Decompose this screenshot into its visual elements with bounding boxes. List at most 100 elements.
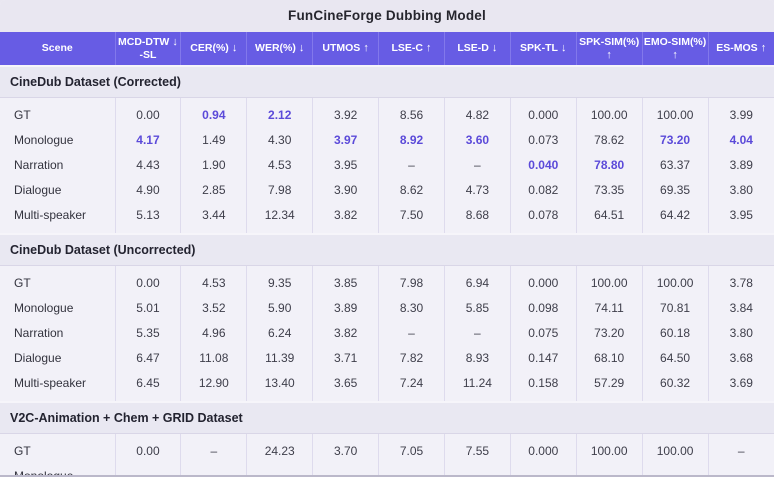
metric-value: 11.24 [443,371,511,402]
metric-value: 9.96 [443,464,511,475]
column-header-wer: WER(%) ↓ [246,32,313,66]
section-header-group: V2C-Animation + Chem + GRID Dataset [0,401,774,434]
column-header-label: CER(%) [190,42,229,55]
metric-value: 4.04 [707,128,774,153]
up-arrow-icon: ↑ [360,42,369,55]
table-row: Dialogue 6.47 11.08 11.39 3.71 7.82 8.93 0.147 6… [0,346,774,371]
metric-value: 12.90 [180,371,247,402]
metric-value: 3.95 [312,153,379,178]
metric-value: 0.000 [509,433,577,464]
metric-value: 64.50 [641,346,709,371]
metric-value: 11.39 [246,346,313,371]
metric-value: 100.00 [641,97,709,128]
metric-value: 8.30 [378,296,445,321]
column-header-mcd-dtw-sl: MCD-DTW ↓ -SL [114,32,181,66]
up-arrow-icon: ↑ [606,48,612,61]
metric-value: 9.35 [246,265,313,296]
metric-value: 0.000 [509,265,577,296]
metric-value: 3.44 [180,203,247,234]
section-title: CineDub Dataset (Uncorrected) [0,233,774,266]
metric-value: 1.49 [180,128,247,153]
metric-value: 4.53 [246,153,313,178]
metric-value: 13.40 [246,371,313,402]
metric-value: 8.46 [246,464,313,475]
metric-value: 8.92 [378,128,445,153]
column-header-scene: Scene [0,32,115,66]
metric-value: 73.35 [575,178,643,203]
metric-value: 3.82 [312,321,379,346]
metric-value: 73.20 [575,321,643,346]
metric-value: 63.37 [641,153,709,178]
metric-value: 8.62 [378,178,445,203]
metric-value: 3.65 [312,371,379,402]
metric-value: – [378,321,445,346]
metric-value: 3.85 [312,265,379,296]
metric-value: 3.89 [312,296,379,321]
metric-value: 3.82 [312,203,379,234]
scene-label: Dialogue [0,178,115,203]
metric-value: – [180,433,247,464]
metric-value: 0.000 [509,97,577,128]
metric-value: 7.05 [378,433,445,464]
scene-label: GT [0,265,115,296]
metric-value: 7.55 [443,433,511,464]
section-header-row: V2C-Animation + Chem + GRID Dataset [0,401,774,434]
metric-value: 3.95 [707,203,774,234]
column-header-emo-sim: EMO-SIM(%) ↑ [641,32,709,66]
metric-value: 4.30 [246,128,313,153]
metric-value: 78.80 [575,153,643,178]
metric-value: – [707,433,774,464]
metric-value: 73.20 [641,128,709,153]
column-header-utmos: UTMOS ↑ [312,32,379,66]
metric-value: 0.223 [509,464,577,475]
metric-value: 100.00 [641,265,709,296]
metric-value: 4.82 [443,97,511,128]
table-row: Narration 5.35 4.96 6.24 3.82– –0.075 73.20 60.… [0,321,774,346]
metric-value: 69.35 [641,178,709,203]
column-header-lse-d: LSE-D ↓ [443,32,511,66]
metric-value: 0.00 [114,433,181,464]
section-header-group: CineDub Dataset (Uncorrected) [0,233,774,266]
metric-value: 64.51 [575,203,643,234]
metric-value: 3.78 [707,265,774,296]
scene-label: Narration [0,153,115,178]
table-row: Monologue 5.01 3.52 5.90 3.89 8.30 5.85 0.098 74… [0,296,774,321]
down-arrow-icon: ↓ [228,42,238,55]
metric-value: 4.53 [180,265,247,296]
metric-value: 70.81 [641,296,709,321]
scene-label: Monologue [0,296,115,321]
metric-value: 3.71 [312,346,379,371]
metric-value: – [378,153,445,178]
metric-value: 12.34 [246,203,313,234]
metric-value: 3.52 [180,296,247,321]
column-header-spk-sim: SPK-SIM(%) ↑ [575,32,643,66]
metric-value: 4.90 [114,178,181,203]
metric-value: 0.94 [180,97,247,128]
metric-value: 78.62 [575,128,643,153]
metric-value: 8.68 [443,203,511,234]
metric-value: 3.90 [312,178,379,203]
scene-label: GT [0,433,115,464]
metric-value: 0.082 [509,178,577,203]
metric-value: 7.98 [246,178,313,203]
metric-value: 5.01 [114,296,181,321]
section-body: GT 0.00 0.94 2.12 3.92 8.56 4.82 0.000 100.00 100… [0,97,774,234]
scene-label: Monologue (Overfitting) [0,464,115,475]
metric-value: 4.17 [114,128,181,153]
column-header-label: Scene [41,42,73,55]
metric-value: 74.11 [575,296,643,321]
section-title: CineDub Dataset (Corrected) [0,65,774,98]
metric-value: 7.50 [378,203,445,234]
table-row: Narration 4.43 1.90 4.53 3.95– –0.040 78.80 63.… [0,153,774,178]
column-header-label: SPK-TL [520,42,558,55]
metric-value: 3.70 [312,433,379,464]
metric-value: 100.00 [641,433,709,464]
metric-value: – [443,321,511,346]
scene-label: Multi-speaker [0,203,115,234]
metric-value: 6.24 [246,321,313,346]
column-header-label: WER(%) [255,42,296,55]
metric-value: 1.90 [180,153,247,178]
down-arrow-icon: ↓ [557,42,567,55]
metric-value: 6.80 [114,464,181,475]
